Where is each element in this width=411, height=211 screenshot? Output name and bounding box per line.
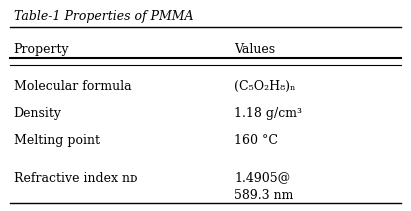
- Text: Refractive index nᴅ: Refractive index nᴅ: [14, 172, 137, 184]
- Text: 1.18 g/cm³: 1.18 g/cm³: [234, 107, 302, 120]
- Text: Table-1 Properties of PMMA: Table-1 Properties of PMMA: [14, 10, 193, 23]
- Text: Property: Property: [14, 43, 69, 56]
- Text: (C₅O₂H₈)ₙ: (C₅O₂H₈)ₙ: [234, 80, 296, 93]
- Text: Density: Density: [14, 107, 62, 120]
- Text: 160 °C: 160 °C: [234, 134, 278, 147]
- Text: Values: Values: [234, 43, 275, 56]
- Text: Melting point: Melting point: [14, 134, 99, 147]
- Text: 1.4905@
589.3 nm: 1.4905@ 589.3 nm: [234, 172, 293, 202]
- Text: Molecular formula: Molecular formula: [14, 80, 131, 93]
